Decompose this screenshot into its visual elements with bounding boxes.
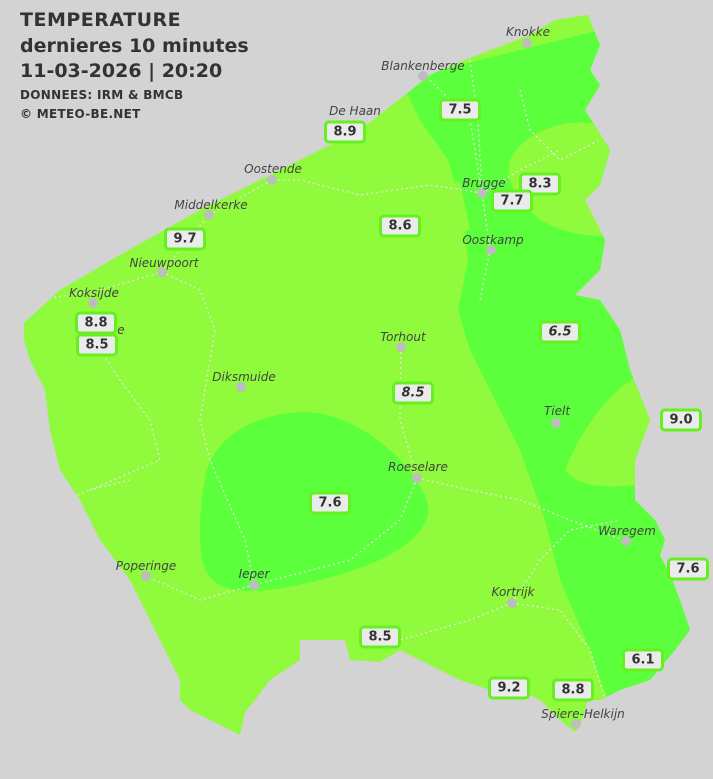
city-label: Nieuwpoort <box>129 256 199 270</box>
temperature-badge: 8.5 <box>359 625 401 649</box>
city-dot <box>571 719 581 729</box>
city-dot <box>418 71 428 81</box>
city-label: Kortrijk <box>491 585 535 599</box>
city-label: Waregem <box>598 524 656 538</box>
city-label: Brugge <box>462 176 506 190</box>
temperature-badge: 8.6 <box>379 214 421 238</box>
city-label: Blankenberge <box>381 59 465 73</box>
city-dot <box>267 175 277 185</box>
city-dot <box>412 473 422 483</box>
city-dot <box>396 342 406 352</box>
city-label: Torhout <box>380 330 426 344</box>
city-dot <box>88 298 98 308</box>
temperature-badge: 6.5 <box>539 320 581 344</box>
temperature-badge: 7.7 <box>491 189 533 213</box>
city-dot <box>507 598 517 608</box>
temperature-badge: 9.0 <box>660 408 702 432</box>
city-label: Oostkamp <box>462 233 524 247</box>
city-dot <box>249 580 259 590</box>
city-label: De Haan <box>329 104 381 118</box>
temperature-badge: 9.2 <box>488 676 530 700</box>
city-label: Middelkerke <box>174 198 248 212</box>
data-source: DONNEES: IRM & BMCB <box>20 88 184 102</box>
copyright: © METEO-BE.NET <box>20 107 141 121</box>
map-subtitle: dernieres 10 minutes <box>20 35 249 57</box>
city-label: Roeselare <box>388 460 448 474</box>
zone-warm-brugge-west <box>430 182 470 235</box>
temperature-badge: 8.8 <box>75 311 117 335</box>
temperature-badge: 7.6 <box>309 491 351 515</box>
temperature-badge: 8.5 <box>392 381 434 405</box>
city-label: Koksijde <box>69 286 119 300</box>
city-label: Ieper <box>238 567 270 581</box>
city-dot <box>551 418 561 428</box>
temperature-badge: 7.6 <box>667 557 709 581</box>
city-dot <box>621 536 631 546</box>
temperature-badge: 9.7 <box>164 227 206 251</box>
city-dot <box>236 382 246 392</box>
city-label: Poperinge <box>115 559 177 573</box>
temperature-badge: 8.8 <box>552 678 594 702</box>
city-dot <box>157 267 167 277</box>
temperature-badge: 8.5 <box>76 333 118 357</box>
map-title: TEMPERATURE <box>20 9 182 31</box>
city-label: Spiere-Helkijn <box>541 707 625 721</box>
temperature-badge: 8.9 <box>324 120 366 144</box>
city-label: e <box>117 323 125 337</box>
city-dot <box>486 245 496 255</box>
city-dot <box>522 38 532 48</box>
city-dot <box>477 188 487 198</box>
temperature-badge: 6.1 <box>622 648 664 672</box>
temperature-badge: 7.5 <box>439 98 481 122</box>
city-label: Knokke <box>505 25 551 39</box>
map-datetime: 11-03-2026 | 20:20 <box>20 60 223 82</box>
city-label: Oostende <box>244 162 302 176</box>
city-dot <box>141 571 151 581</box>
city-dot <box>204 210 214 220</box>
city-label: Diksmuide <box>212 370 276 384</box>
city-label: Tielt <box>543 404 571 418</box>
